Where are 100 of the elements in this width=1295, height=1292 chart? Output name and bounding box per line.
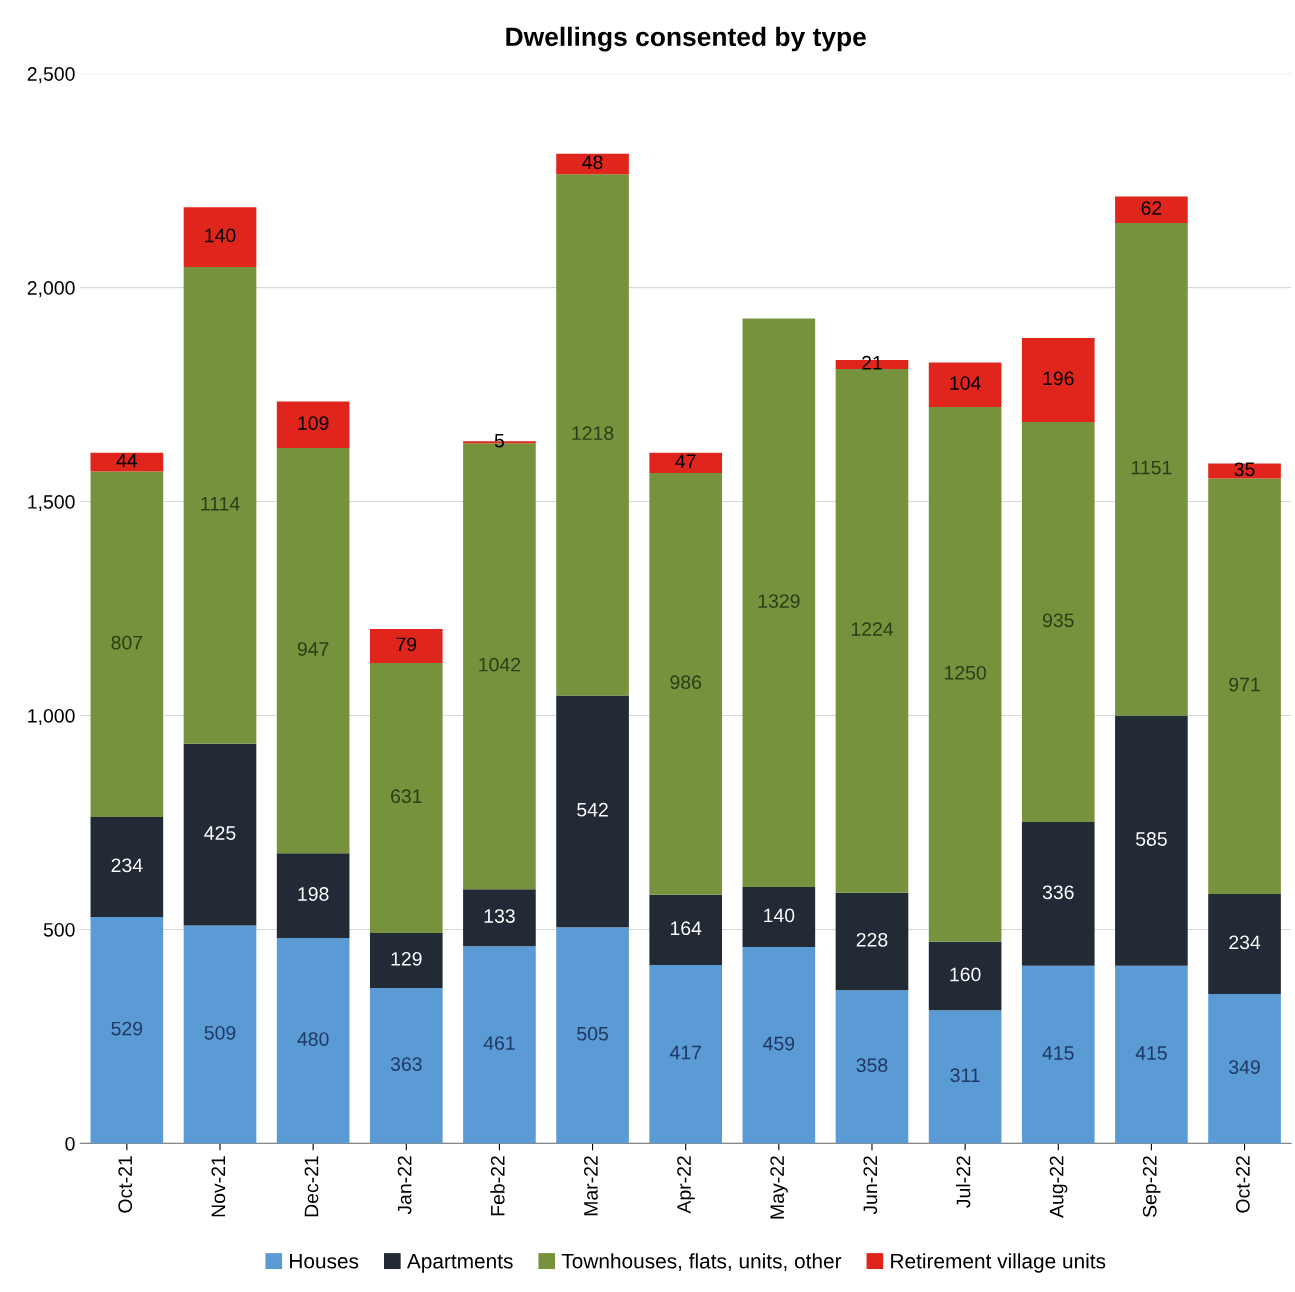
bar — [369, 629, 443, 663]
bar — [183, 267, 257, 744]
data-label: 79 — [396, 637, 417, 652]
data-label: 104 — [950, 376, 981, 390]
data-label: 986 — [670, 675, 702, 690]
bar — [928, 406, 1002, 942]
bar — [1115, 715, 1188, 966]
bar — [90, 471, 164, 817]
bar — [183, 925, 257, 1144]
data-label: 228 — [856, 932, 888, 947]
x-tick-label: Jun-22 — [863, 1156, 878, 1215]
y-tick-label: 1,500 — [28, 495, 75, 512]
legend-label: Townhouses, flats, units, other — [561, 1253, 842, 1271]
bar — [1208, 478, 1281, 894]
bar — [463, 946, 536, 1144]
bar — [742, 947, 816, 1144]
data-label: 1151 — [1131, 460, 1172, 475]
data-label: 425 — [204, 826, 236, 840]
data-label: 1224 — [851, 622, 894, 636]
data-label: 109 — [298, 416, 329, 430]
bar — [556, 695, 629, 928]
x-tick-label: Jan-22 — [397, 1156, 412, 1215]
data-label: 62 — [1141, 201, 1162, 215]
bar — [928, 1010, 1002, 1144]
x-tick-label: May-22 — [770, 1156, 788, 1219]
data-label: 1329 — [758, 594, 800, 608]
bar — [1021, 822, 1095, 966]
bar — [1208, 463, 1281, 479]
data-label: 48 — [582, 155, 603, 170]
y-tick-label: 0 — [65, 1136, 75, 1151]
data-label: 807 — [111, 635, 143, 650]
bar — [556, 174, 629, 696]
data-label: 140 — [205, 228, 236, 243]
x-tick-label: Apr-22 — [677, 1156, 695, 1214]
x-tick-label: Aug-22 — [1049, 1156, 1068, 1218]
data-label: 336 — [1042, 885, 1074, 900]
legend-label: Apartments — [406, 1253, 513, 1273]
data-label: 1042 — [479, 657, 521, 672]
bar — [276, 853, 350, 939]
data-label: 509 — [204, 1025, 236, 1040]
legend-label: Houses — [290, 1253, 359, 1269]
data-label: 198 — [298, 887, 329, 901]
data-label: 529 — [111, 1021, 143, 1036]
data-label: 196 — [1043, 371, 1074, 386]
bar — [649, 472, 723, 895]
data-label: 44 — [116, 453, 138, 468]
bar — [276, 938, 350, 1144]
x-tick-label: Nov-21 — [211, 1156, 226, 1217]
bar — [1115, 196, 1188, 223]
data-label: 415 — [1042, 1046, 1074, 1060]
data-label: 415 — [1135, 1046, 1167, 1060]
data-label: 129 — [391, 951, 422, 966]
x-tick-label: Feb-22 — [490, 1156, 505, 1216]
data-label: 164 — [670, 921, 702, 936]
bar — [928, 362, 1002, 407]
bar — [742, 318, 816, 888]
data-label: 349 — [1229, 1060, 1260, 1074]
bar — [369, 988, 443, 1144]
data-label: 542 — [577, 802, 608, 817]
bar — [1208, 994, 1281, 1144]
data-label: 358 — [856, 1058, 888, 1073]
bar — [1115, 222, 1188, 716]
bar — [90, 452, 164, 472]
data-label: 363 — [390, 1057, 422, 1071]
data-label: 1218 — [572, 426, 614, 441]
bar — [742, 887, 816, 948]
bar — [276, 401, 350, 449]
data-label: 35 — [1234, 462, 1255, 477]
bar — [1208, 893, 1281, 995]
y-tick-label: 2,500 — [27, 67, 75, 84]
x-tick-label: Mar-22 — [584, 1156, 598, 1216]
data-label: 459 — [763, 1036, 795, 1051]
bar — [369, 932, 443, 989]
bar — [1021, 338, 1095, 422]
bar — [1115, 965, 1188, 1144]
data-label: 1114 — [201, 497, 240, 511]
data-label: 133 — [484, 909, 515, 923]
data-label: 585 — [1135, 832, 1167, 846]
bar — [835, 368, 909, 893]
bar — [556, 153, 629, 175]
y-tick-label: 1,000 — [28, 708, 75, 726]
data-label: 971 — [1229, 677, 1260, 692]
y-tick-label: 500 — [43, 922, 75, 937]
data-label: 234 — [111, 858, 143, 873]
bar — [649, 964, 723, 1144]
x-tick-label: Oct-21 — [118, 1156, 133, 1213]
data-label: 140 — [764, 908, 795, 923]
data-label: 311 — [950, 1068, 980, 1083]
legend-label: Retirement village units — [891, 1253, 1106, 1273]
chart-title: Dwellings consented by type — [506, 26, 866, 52]
bar — [835, 990, 909, 1144]
data-label: 461 — [483, 1036, 515, 1051]
x-tick-label: Dec-21 — [304, 1156, 319, 1217]
data-label: 631 — [391, 789, 422, 804]
bar — [463, 889, 536, 947]
bar — [1021, 965, 1095, 1144]
bar — [90, 816, 164, 918]
x-tick-label: Jul-22 — [956, 1156, 971, 1208]
x-tick-label: Oct-22 — [1236, 1156, 1250, 1213]
data-label: 1250 — [944, 665, 986, 680]
